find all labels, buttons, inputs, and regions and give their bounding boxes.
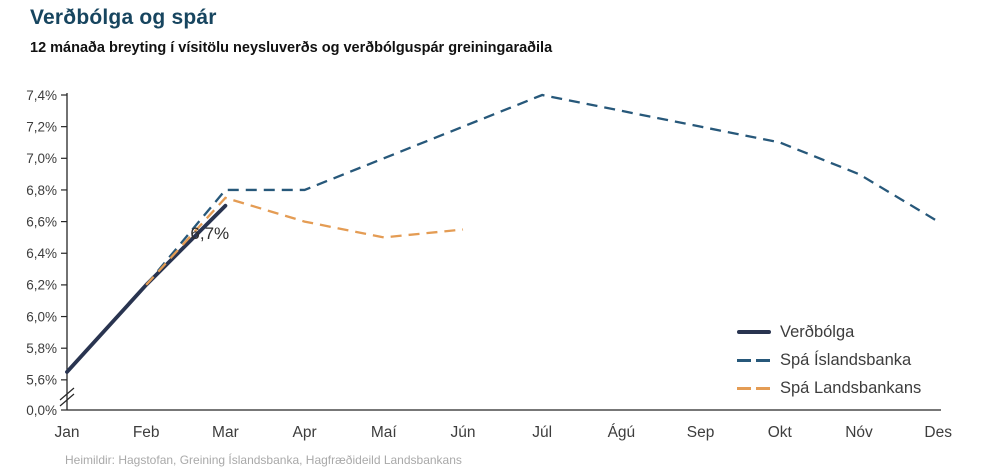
legend-swatch-solid-navy-line	[737, 329, 771, 335]
legend-item-spa-landsbankans: Spá Landsbankans	[737, 374, 921, 402]
legend-label-spa-landsbankans: Spá Landsbankans	[780, 378, 922, 397]
x-axis-label: Jan	[55, 424, 80, 441]
axis-break-mark	[59, 387, 75, 401]
x-axis-label: Sep	[687, 424, 715, 441]
page-title: Verðbólga og spár	[30, 6, 217, 29]
y-axis-label: 6,2%	[26, 278, 57, 293]
legend-swatch-dashed-blue-line	[737, 358, 771, 362]
axis-break-mark	[59, 393, 75, 407]
y-axis-label: 7,0%	[26, 151, 57, 166]
series-line-sp-landsbankans	[145, 196, 464, 286]
y-axis-label: 7,4%	[26, 88, 57, 103]
data-label-annotation: 6,7%	[190, 224, 229, 243]
chart-subtitle: 12 mánaða breyting í vísitölu neysluverð…	[30, 40, 553, 56]
series-line-sp-slandsbanka	[145, 93, 939, 286]
legend-item-spa-islandsbanka: Spá Íslandsbanka	[737, 346, 921, 374]
y-axis-label: 6,0%	[26, 309, 57, 324]
y-axis-label: 5,8%	[26, 341, 57, 356]
x-axis-label: Jún	[451, 424, 476, 441]
legend-label-spa-islandsbanka: Spá Íslandsbanka	[780, 350, 912, 369]
y-axis-label: 0,0%	[26, 403, 57, 418]
y-axis-label: 7,2%	[26, 119, 57, 134]
x-axis-label: Okt	[768, 424, 793, 441]
x-axis-label: Nóv	[845, 424, 873, 441]
legend-swatch-dashed-orange-line	[737, 386, 771, 390]
legend-label-verdbolga: Verðbólga	[780, 322, 855, 341]
x-axis-label: Júl	[532, 424, 552, 441]
y-axis-label: 6,4%	[26, 246, 57, 261]
chart-legend: Verðbólga Spá Íslandsbanka Spá Landsbank…	[737, 318, 921, 402]
x-axis-label: Des	[924, 424, 952, 441]
x-axis-label: Apr	[293, 424, 317, 441]
y-axis-label: 6,6%	[26, 214, 57, 229]
x-axis-label: Feb	[133, 424, 160, 441]
x-axis-label: Mar	[212, 424, 239, 441]
source-note: Heimildir: Hagstofan, Greining Íslandsba…	[65, 453, 462, 467]
x-axis-label: Maí	[371, 424, 398, 441]
y-axis-label: 6,8%	[26, 183, 57, 198]
legend-item-verdbolga: Verðbólga	[737, 318, 921, 346]
y-axis-label: 5,6%	[26, 373, 57, 388]
x-axis-label: Ágú	[608, 424, 636, 441]
